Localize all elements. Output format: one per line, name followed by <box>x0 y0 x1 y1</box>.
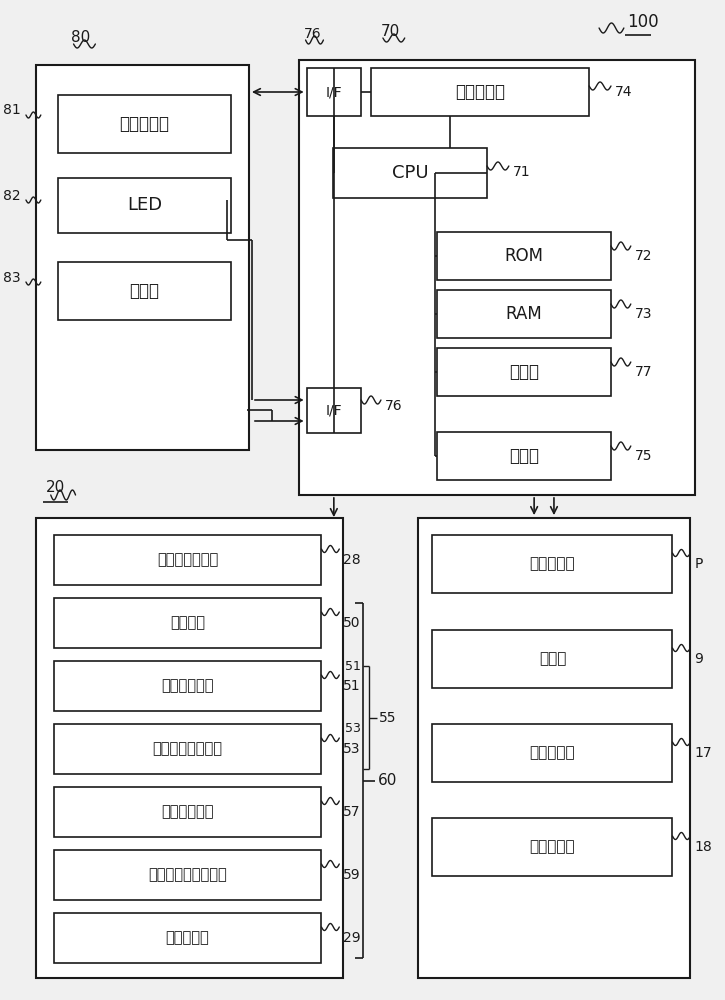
Text: 纸张压下部件: 纸张压下部件 <box>162 678 214 694</box>
Bar <box>334 148 487 198</box>
Text: 53: 53 <box>343 742 361 756</box>
Text: 上表面检测传感器: 上表面检测传感器 <box>152 742 223 756</box>
Bar <box>54 535 321 585</box>
Bar <box>54 661 321 711</box>
Text: 100: 100 <box>627 13 658 31</box>
Text: 下限位置检测传感器: 下限位置检测传感器 <box>148 867 227 882</box>
Text: 73: 73 <box>635 307 652 321</box>
Text: ROM: ROM <box>505 247 544 265</box>
Bar <box>371 68 589 116</box>
Bar <box>54 850 321 900</box>
Text: 18: 18 <box>695 840 712 854</box>
Text: 排出托盘: 排出托盘 <box>170 615 205 631</box>
Text: 50: 50 <box>343 616 361 630</box>
Text: 81: 81 <box>3 103 21 117</box>
Bar <box>54 787 321 837</box>
Bar <box>58 95 231 153</box>
Bar <box>299 60 695 495</box>
Text: 70: 70 <box>381 24 400 39</box>
Text: 纸张输送部: 纸张输送部 <box>530 746 575 760</box>
Bar <box>54 913 321 963</box>
Bar <box>437 290 611 338</box>
Bar <box>437 348 611 396</box>
Text: 托盘驱动马达: 托盘驱动马达 <box>162 804 214 820</box>
Text: 28: 28 <box>343 553 361 567</box>
Text: 76: 76 <box>385 399 402 413</box>
Bar <box>58 178 231 233</box>
Bar <box>433 724 673 782</box>
Bar <box>433 630 673 688</box>
Text: 9: 9 <box>695 652 703 666</box>
Text: 29: 29 <box>343 931 361 945</box>
Text: 液晶显示部: 液晶显示部 <box>120 115 170 133</box>
Text: 80: 80 <box>70 30 90 45</box>
Text: 51: 51 <box>343 679 361 693</box>
Text: 75: 75 <box>635 449 652 463</box>
Text: 计时器: 计时器 <box>509 363 539 381</box>
Text: P: P <box>695 557 703 571</box>
Text: 76: 76 <box>304 27 321 41</box>
Text: 72: 72 <box>635 249 652 263</box>
Text: 定影部: 定影部 <box>539 652 566 666</box>
Text: 59: 59 <box>343 868 361 882</box>
Bar <box>418 518 690 978</box>
Bar <box>54 598 321 648</box>
Text: 17: 17 <box>695 746 712 760</box>
Bar <box>54 724 321 774</box>
Text: 图像读取部: 图像读取部 <box>530 840 575 854</box>
Text: 图像形成部: 图像形成部 <box>530 556 575 572</box>
Bar <box>36 65 249 450</box>
Text: 第二排出辊: 第二排出辊 <box>166 930 210 946</box>
Text: 数字键: 数字键 <box>130 282 160 300</box>
Bar <box>433 818 673 876</box>
Text: LED: LED <box>127 196 162 215</box>
Text: 纸张检测传感器: 纸张检测传感器 <box>157 552 218 568</box>
Text: 57: 57 <box>343 805 361 819</box>
Text: RAM: RAM <box>506 305 542 323</box>
Text: 74: 74 <box>615 85 632 99</box>
Text: 55: 55 <box>379 710 397 724</box>
Text: 60: 60 <box>378 773 397 788</box>
Text: 82: 82 <box>4 189 21 203</box>
Text: CPU: CPU <box>392 164 428 182</box>
Bar <box>36 518 343 978</box>
Text: I/F: I/F <box>326 85 342 99</box>
Text: I/F: I/F <box>326 403 342 418</box>
Text: 77: 77 <box>635 365 652 379</box>
Text: 51: 51 <box>345 660 361 672</box>
Text: 临时存储部: 临时存储部 <box>455 83 505 101</box>
Text: 20: 20 <box>46 481 65 495</box>
Text: 83: 83 <box>4 271 21 285</box>
Bar <box>433 535 673 593</box>
Bar <box>437 232 611 280</box>
Text: 71: 71 <box>513 165 531 179</box>
Text: 53: 53 <box>345 722 361 736</box>
Bar <box>437 432 611 480</box>
Bar <box>58 262 231 320</box>
Bar <box>307 388 361 433</box>
Bar <box>307 68 361 116</box>
Text: 计数器: 计数器 <box>509 447 539 465</box>
